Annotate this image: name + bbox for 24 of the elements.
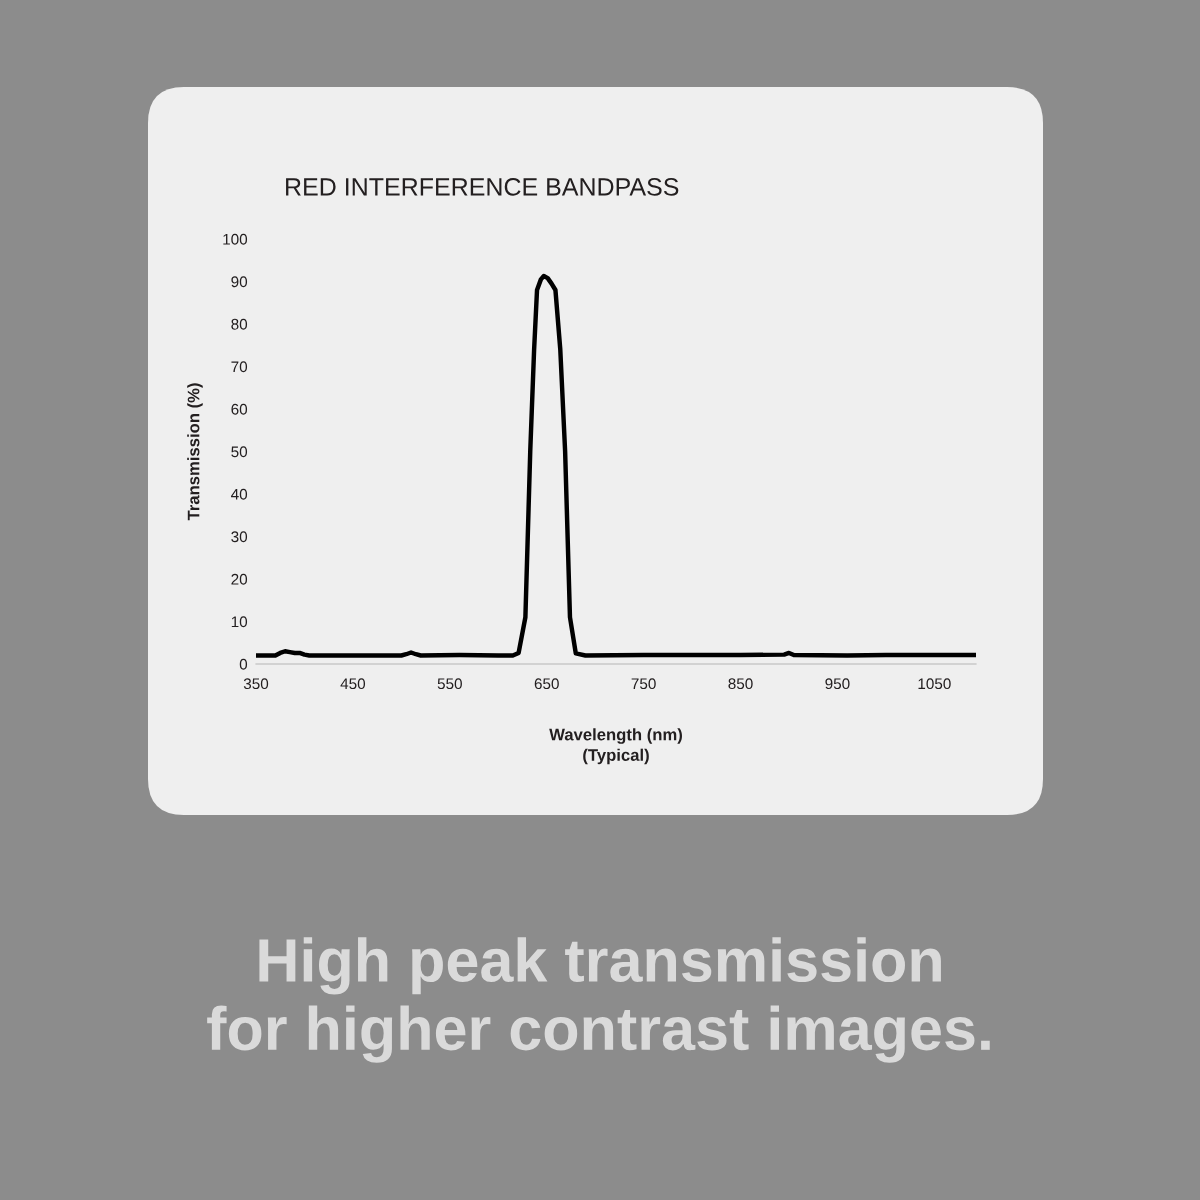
y-tick-label: 20 [231, 573, 248, 585]
x-tick-label: 550 [437, 678, 462, 690]
y-tick-label: 70 [231, 361, 248, 373]
y-tick-label: 80 [231, 318, 248, 330]
y-tick-label: 50 [231, 446, 248, 458]
y-tick-label: 60 [231, 403, 248, 415]
x-tick-label: 750 [631, 678, 656, 690]
text: High peak transmission for higher contrast images. [207, 937, 990, 1063]
y-tick-label: 30 [231, 531, 248, 543]
x-axis-title: Wavelength (nm) (Typical) [549, 728, 682, 765]
y-tick-label: 10 [231, 616, 248, 628]
line-series [256, 273, 976, 658]
x-tick-label: 650 [534, 678, 559, 690]
x-tick-label: 350 [243, 678, 269, 690]
y-tick-label: 90 [231, 276, 248, 288]
x-tick-label: 950 [825, 678, 850, 690]
x-tick-label: 1050 [918, 678, 951, 690]
y-tick-label: 0 [239, 658, 248, 670]
y-tick-label: 40 [231, 488, 248, 500]
y-tick-label: 100 [223, 233, 248, 245]
chart-title: RED INTERFERENCE BANDPASS [286, 178, 679, 196]
x-tick-label: 450 [340, 678, 366, 690]
x-tick-label: 850 [728, 678, 753, 690]
y-axis-title: Transmission (%) [187, 383, 203, 521]
